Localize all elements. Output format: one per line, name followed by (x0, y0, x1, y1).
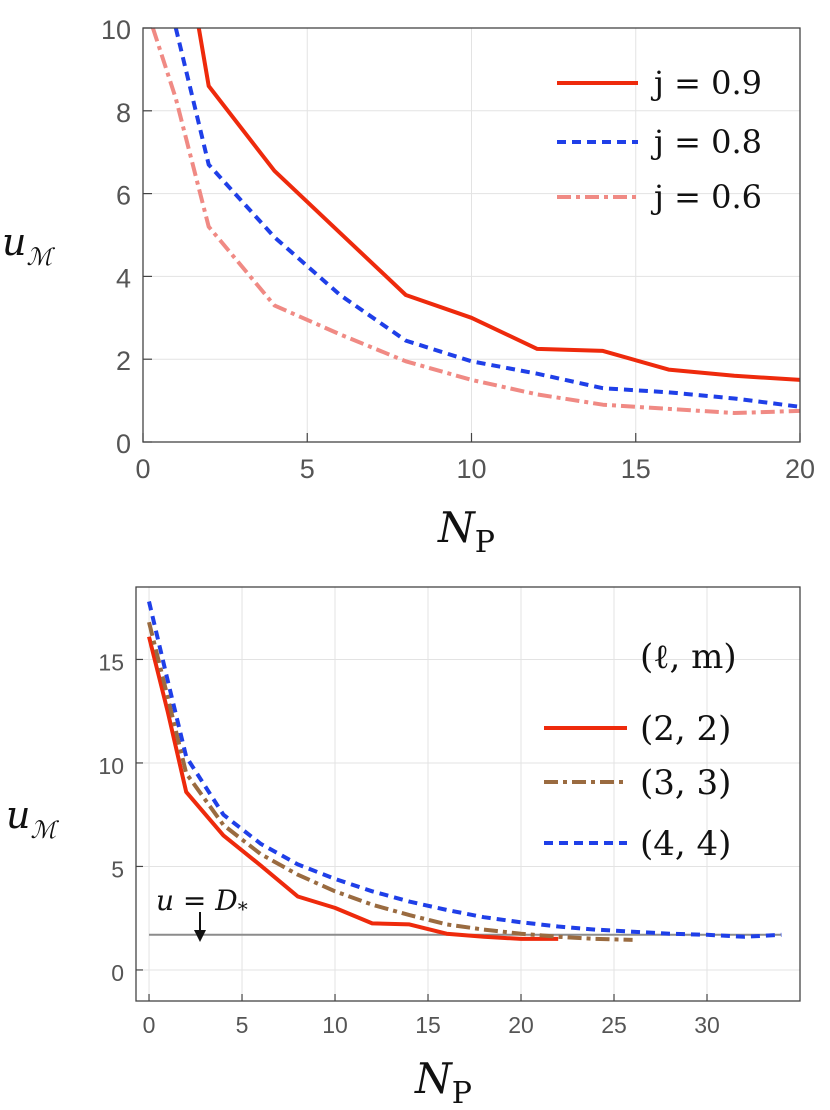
series-line-1 (147, 636, 559, 941)
tick-marks (136, 658, 708, 1001)
x-tick-label: 20 (508, 1012, 534, 1038)
chart-top: 0 5 10 15 20 0 2 4 6 8 10 NP uℳ j = 0.9 j = 0.8 j … (2, 15, 815, 560)
tick-labels: 0 5 10 15 20 25 30 0 5 10 15 (98, 649, 719, 1038)
series-line-2 (147, 621, 633, 942)
x-axis-label: NP (414, 1054, 472, 1110)
x-tick-label: 15 (621, 454, 651, 484)
series-layer (150, 27, 801, 415)
legend-label-22: (2, 2) (640, 709, 731, 749)
legend-label-44: (4, 4) (640, 824, 731, 864)
grid (136, 587, 800, 1001)
x-tick-label: 15 (415, 1012, 441, 1038)
y-tick-label: 8 (116, 98, 131, 128)
y-tick-label: 4 (116, 263, 131, 293)
series-line-3 (150, 27, 801, 415)
legend: (ℓ, m) (2, 2) (3, 3) (4, 4) (544, 637, 737, 864)
y-tick-label: 6 (116, 181, 131, 211)
legend-label-j08: j = 0.8 (650, 123, 762, 161)
series-line-3 (147, 601, 782, 939)
x-tick-label: 30 (694, 1012, 720, 1038)
legend: j = 0.9 j = 0.8 j = 0.6 (557, 64, 762, 216)
x-tick-label: 0 (143, 1012, 156, 1038)
y-axis-label: uℳ (2, 220, 55, 271)
chart-bottom: 0 5 10 15 20 25 30 0 5 10 15 u = D* NP uℳ (ℓ, m) (… (6, 586, 801, 1110)
legend-label-33: (3, 3) (640, 763, 731, 803)
x-tick-label: 5 (300, 454, 315, 484)
y-tick-label: 0 (111, 960, 124, 986)
y-axis-label: uℳ (6, 793, 59, 844)
series-layer (147, 601, 782, 942)
y-tick-label: 10 (101, 15, 131, 45)
annotation-label: u = D* (156, 884, 248, 921)
x-axis-label: NP (437, 503, 495, 560)
legend-label-j09: j = 0.9 (650, 64, 762, 102)
y-tick-label: 5 (111, 856, 124, 882)
y-tick-label: 10 (98, 753, 124, 779)
legend-title: (ℓ, m) (640, 637, 737, 677)
x-tick-label: 20 (785, 454, 815, 484)
series-line-1 (196, 27, 801, 382)
x-tick-label: 10 (322, 1012, 348, 1038)
tick-marks (142, 27, 801, 443)
legend-label-j06: j = 0.6 (650, 178, 762, 216)
y-tick-label: 2 (116, 346, 131, 376)
x-tick-label: 0 (135, 454, 150, 484)
x-tick-label: 25 (601, 1012, 627, 1038)
series-line-2 (173, 27, 801, 409)
x-tick-label: 5 (236, 1012, 249, 1038)
y-tick-label: 15 (98, 649, 124, 675)
plot-frame (135, 586, 801, 1002)
annotation-arrow-head (194, 930, 206, 942)
x-tick-label: 10 (456, 454, 486, 484)
y-tick-label: 0 (116, 429, 131, 459)
annotation-d-star: u = D* (156, 884, 248, 942)
tick-labels: 0 5 10 15 20 0 2 4 6 8 10 (101, 15, 815, 484)
